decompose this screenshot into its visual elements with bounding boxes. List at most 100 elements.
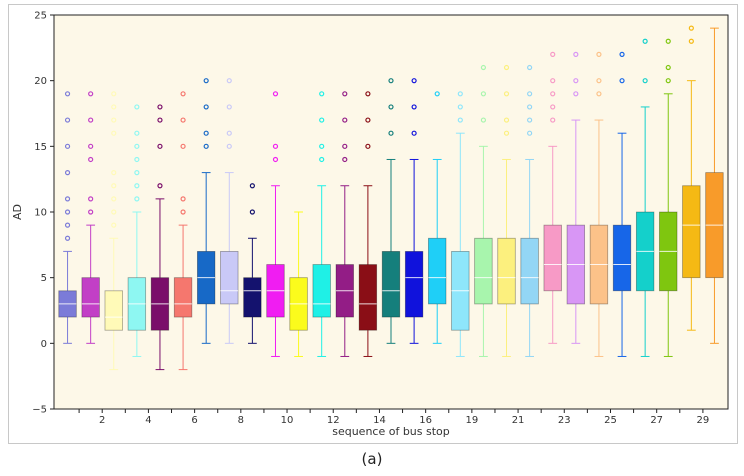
outlier-point: [157, 183, 163, 189]
outlier-point: [573, 51, 579, 58]
outlier-point: [180, 143, 186, 149]
outlier-point: [111, 183, 117, 189]
outlier-point: [226, 130, 232, 136]
outlier-point: [64, 235, 71, 241]
box-stop-9: [243, 183, 262, 344]
outlier-point: [180, 196, 186, 202]
box-iqr: [682, 185, 701, 279]
outlier-point: [688, 38, 694, 44]
y-tick-label: 15: [34, 142, 47, 153]
outlier-point: [527, 104, 533, 110]
x-axis-label: sequence of bus stop: [332, 425, 450, 438]
outlier-point: [134, 143, 140, 149]
outlier-point: [550, 51, 556, 58]
outlier-point: [272, 91, 279, 97]
x-tick-label: 14: [373, 415, 386, 426]
box-stop-10: [266, 91, 285, 357]
x-tick-label: 10: [281, 415, 294, 426]
outlier-point: [688, 25, 694, 31]
outlier-point: [596, 91, 602, 97]
outlier-point: [411, 130, 417, 136]
outlier-point: [111, 117, 117, 123]
box-iqr: [243, 277, 262, 318]
outlier-point: [64, 91, 71, 97]
outlier-point: [134, 196, 140, 202]
box-iqr: [428, 237, 447, 305]
outlier-point: [88, 156, 94, 163]
box-stop-12: [312, 91, 331, 357]
outlier-point: [319, 143, 325, 149]
box-stop-15: [381, 78, 401, 344]
box-stop-29: [705, 27, 724, 344]
outlier-point: [342, 143, 348, 149]
outlier-point: [503, 64, 510, 71]
outlier-point: [665, 38, 671, 44]
outlier-point: [457, 91, 463, 97]
x-tick-label: 12: [327, 415, 340, 426]
box-stop-6: [173, 91, 193, 371]
box-iqr: [358, 264, 378, 331]
outlier-point: [527, 117, 533, 123]
box-stop-25: [612, 51, 632, 357]
outlier-point: [342, 91, 348, 97]
x-axis: 2 4 6 8 10 12 14 16 19 21 23 25 27 29: [78, 409, 709, 426]
outlier-point: [527, 64, 533, 71]
box-stop-20: [497, 64, 516, 357]
x-tick-label: 6: [191, 415, 197, 426]
y-tick-label: 10: [34, 208, 47, 219]
outlier-point: [550, 78, 556, 84]
x-tick-label: 25: [604, 415, 617, 426]
outlier-point: [411, 78, 417, 84]
outlier-point: [134, 170, 140, 176]
outlier-point: [88, 196, 94, 202]
outlier-point: [64, 222, 71, 228]
outlier-point: [64, 170, 71, 176]
boxplot-chart: −5 0 5 10 15 20 25 2 4 6 8 10 12 14 16 19 21 23 25 27 29 AD…: [11, 11, 729, 438]
outlier-point: [157, 117, 163, 123]
outlier-point: [157, 104, 163, 110]
outlier-point: [342, 156, 348, 163]
outlier-point: [596, 51, 602, 58]
outlier-point: [226, 143, 232, 149]
box-iqr: [81, 277, 100, 318]
box-stop-16: [404, 78, 424, 344]
outlier-point: [134, 130, 140, 136]
figure-caption: (a): [361, 450, 383, 468]
box-stop-26: [635, 38, 655, 357]
box-stop-14: [358, 91, 378, 357]
outlier-point: [619, 78, 625, 84]
outlier-point: [619, 51, 625, 58]
x-tick-label: 27: [650, 415, 663, 426]
outlier-point: [111, 222, 117, 228]
x-tick-label: 2: [99, 415, 105, 426]
outlier-point: [226, 104, 232, 110]
outlier-point: [88, 209, 94, 215]
outlier-point: [388, 104, 394, 110]
outlier-point: [550, 117, 556, 123]
outlier-point: [203, 104, 209, 110]
x-tick-label: 19: [465, 415, 478, 426]
y-tick-label: 0: [41, 339, 47, 350]
outlier-point: [180, 209, 186, 215]
box-stop-1: [58, 91, 77, 344]
box-iqr: [497, 237, 516, 305]
outlier-point: [226, 78, 232, 84]
box-iqr: [543, 224, 562, 292]
x-tick-label: 21: [512, 415, 525, 426]
box-series: [58, 25, 724, 371]
box-stop-18: [451, 91, 470, 357]
outlier-point: [203, 130, 209, 136]
box-iqr: [381, 250, 401, 318]
x-tick-label: 8: [238, 415, 244, 426]
box-stop-3: [104, 91, 123, 371]
box-iqr: [612, 224, 632, 292]
y-tick-label: 25: [34, 11, 47, 22]
y-tick-label: 20: [34, 76, 47, 87]
outlier-point: [573, 91, 579, 97]
outlier-point: [550, 104, 556, 110]
outlier-point: [203, 78, 209, 84]
y-tick-label: −5: [32, 405, 47, 416]
box-stop-8: [220, 78, 239, 344]
outlier-point: [642, 78, 648, 84]
outlier-point: [365, 91, 371, 97]
